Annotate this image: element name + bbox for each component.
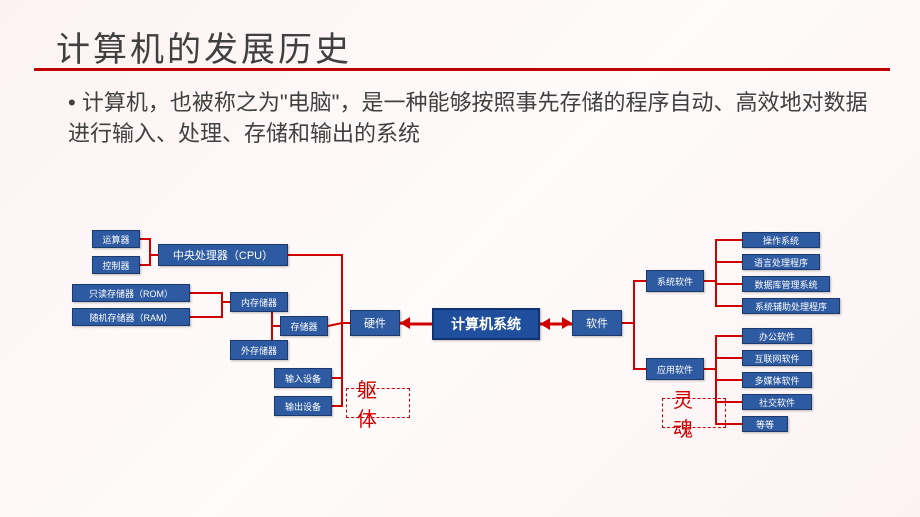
node-label: 中央处理器（CPU） <box>173 247 273 263</box>
node-application-software: 应用软件 <box>646 358 704 380</box>
title-underline <box>34 68 890 71</box>
node-label: 内存储器 <box>241 296 277 309</box>
node-label: 只读存储器（ROM） <box>89 287 173 300</box>
node-label: 存储器 <box>290 320 317 333</box>
node-computer-system: 计算机系统 <box>432 308 540 340</box>
node-hardware: 硬件 <box>350 310 400 336</box>
node-ram: 随机存储器（RAM） <box>72 308 190 326</box>
node-label: 控制器 <box>102 259 129 272</box>
node-aux: 系统辅助处理程序 <box>742 298 840 314</box>
node-label: 系统软件 <box>657 275 693 288</box>
subtitle-text: 计算机，也被称之为"电脑"，是一种能够按照事先存储的程序自动、高效地对数据进行输… <box>68 88 868 150</box>
node-label: 操作系统 <box>763 234 799 247</box>
node-label: 语言处理程序 <box>754 256 808 269</box>
node-rom: 只读存储器（ROM） <box>72 284 190 302</box>
node-label: 软件 <box>586 315 608 331</box>
node-cpu: 中央处理器（CPU） <box>158 244 288 266</box>
page-title: 计算机的发展历史 <box>56 22 352 71</box>
node-label: 随机存储器（RAM） <box>90 311 173 324</box>
node-label: 硬件 <box>364 315 386 331</box>
node-label: 计算机系统 <box>451 314 521 334</box>
node-lang-processor: 语言处理程序 <box>742 254 820 270</box>
node-label: 办公软件 <box>759 330 795 343</box>
node-software: 软件 <box>572 310 622 336</box>
node-office: 办公软件 <box>742 328 812 344</box>
node-label: 社交软件 <box>759 396 795 409</box>
node-label: 系统辅助处理程序 <box>755 300 827 313</box>
node-label: 等等 <box>756 418 774 431</box>
node-label: 外存储器 <box>241 344 277 357</box>
node-etc: 等等 <box>742 416 788 432</box>
node-label: 输入设备 <box>285 372 321 385</box>
computer-system-diagram: 计算机系统 硬件 软件 中央处理器（CPU） 内存储器 存储器 外存储器 输入设… <box>50 200 870 490</box>
node-output-device: 输出设备 <box>274 396 332 416</box>
dashed-text: 躯体 <box>357 374 399 432</box>
node-controller: 控制器 <box>92 256 140 274</box>
node-system-software: 系统软件 <box>646 270 704 292</box>
node-input-device: 输入设备 <box>274 368 332 388</box>
label-body: 躯体 <box>346 388 410 418</box>
node-label: 运算器 <box>102 233 129 246</box>
node-label: 输出设备 <box>285 400 321 413</box>
node-label: 应用软件 <box>657 363 693 376</box>
node-internal-memory: 内存储器 <box>230 292 288 312</box>
dashed-text: 灵魂 <box>673 384 715 442</box>
node-social: 社交软件 <box>742 394 812 410</box>
label-soul: 灵魂 <box>662 398 726 428</box>
node-multimedia: 多媒体软件 <box>742 372 812 388</box>
node-external-memory: 外存储器 <box>230 340 288 360</box>
node-dbms: 数据库管理系统 <box>742 276 830 292</box>
node-label: 互联网软件 <box>754 352 799 365</box>
node-storage: 存储器 <box>280 316 328 336</box>
node-os: 操作系统 <box>742 232 820 248</box>
node-label: 多媒体软件 <box>754 374 799 387</box>
node-label: 数据库管理系统 <box>754 278 817 291</box>
node-alu: 运算器 <box>92 230 140 248</box>
node-internet: 互联网软件 <box>742 350 812 366</box>
